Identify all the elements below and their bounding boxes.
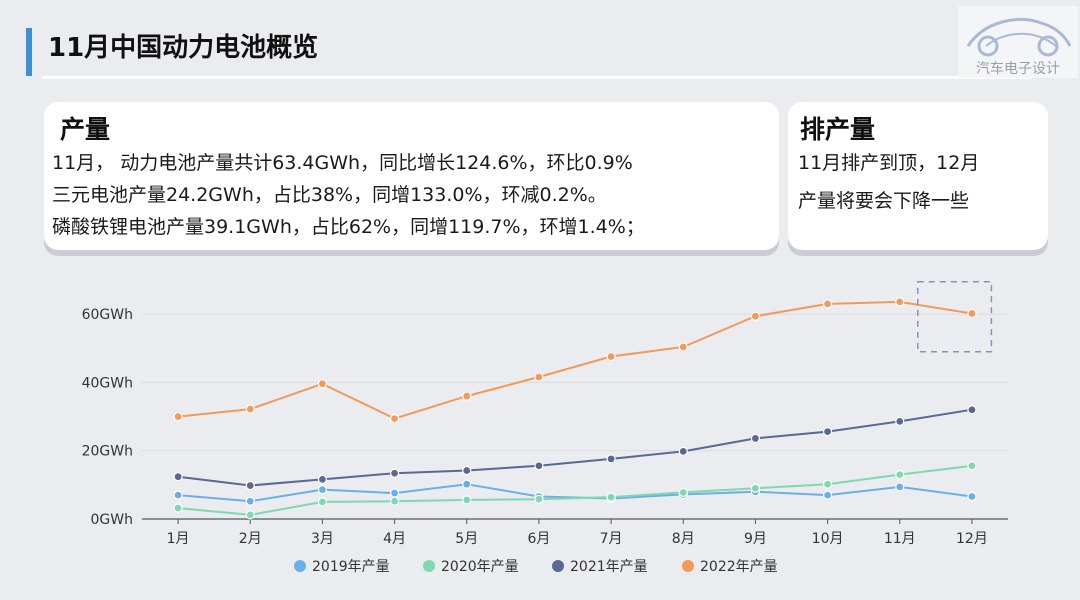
car-outline-icon [966, 17, 1072, 57]
data-point [173, 411, 183, 422]
data-point [606, 492, 616, 502]
x-tick-label: 11月 [884, 531, 916, 547]
x-tick-label: 5月 [455, 531, 478, 547]
production-heading: 产量 [60, 115, 111, 144]
title-accent-bar [26, 28, 32, 76]
data-point [750, 311, 761, 321]
data-point [462, 391, 472, 401]
x-tick-label: 4月 [383, 531, 406, 547]
x-tick-label: 10月 [812, 531, 844, 547]
data-point [462, 465, 472, 476]
data-point [967, 308, 977, 319]
data-point [534, 372, 544, 382]
data-point [317, 379, 328, 389]
y-tick-label: 40GWh [82, 375, 133, 391]
data-point [822, 299, 833, 309]
data-point [895, 416, 905, 426]
legend-marker [423, 560, 435, 572]
data-point [967, 461, 977, 471]
data-point [822, 479, 833, 489]
x-tick-label: 2月 [239, 531, 262, 547]
data-point [606, 351, 616, 362]
legend-marker [682, 560, 694, 572]
data-point [462, 479, 472, 489]
x-tick-label: 3月 [311, 531, 334, 547]
scheduling-line-2: 产量将要会下降一些 [798, 190, 970, 212]
data-point [895, 482, 905, 492]
x-tick-label: 9月 [744, 531, 767, 547]
production-card: 产量 11月， 动力电池产量共计63.4GWh，同比增长124.6%，环比0.9… [44, 102, 779, 250]
production-line-3: 磷酸铁锂电池产量39.1GWh，占比62%，同增119.7%，环增1.4%； [52, 216, 645, 238]
data-point [750, 433, 761, 444]
data-point [173, 503, 183, 513]
data-point [389, 488, 400, 498]
y-tick-label: 20GWh [82, 444, 133, 460]
data-point [967, 405, 977, 415]
x-tick-label: 6月 [527, 531, 550, 547]
scheduling-line-1: 11月排产到顶，12月 [798, 152, 980, 174]
x-tick-label: 7月 [600, 531, 623, 547]
series-line [178, 464, 973, 516]
data-point [534, 494, 544, 504]
data-point [245, 480, 255, 491]
data-point [967, 491, 977, 502]
x-tick-label: 12月 [956, 531, 988, 547]
page-title: 11月中国动力电池概览 [48, 33, 319, 63]
data-point [389, 414, 400, 424]
data-point [245, 496, 255, 506]
data-point [173, 490, 183, 500]
legend-marker [552, 560, 564, 572]
title-divider [42, 76, 1032, 79]
x-tick-label: 1月 [167, 531, 190, 547]
legend-marker [294, 560, 306, 572]
series-line [177, 300, 973, 420]
data-point [822, 426, 833, 437]
logo-text: 汽车电子设计 [976, 61, 1060, 77]
data-point [750, 483, 761, 493]
data-point [389, 496, 400, 506]
x-tick-label: 8月 [672, 531, 695, 547]
series-line [177, 408, 973, 487]
data-point [678, 342, 688, 352]
highlight-box [917, 280, 993, 353]
data-point [895, 297, 905, 307]
data-point [245, 510, 255, 520]
data-point [245, 404, 255, 414]
production-line-2: 三元电池产量24.2GWh，占比38%，同增133.0%，环减0.2%。 [52, 184, 607, 206]
data-point [822, 490, 833, 500]
legend-label: 2020年产量 [441, 559, 519, 575]
production-line-1: 11月， 动力电池产量共计63.4GWh，同比增长124.6%，环比0.9% [52, 152, 633, 174]
data-point [678, 446, 688, 456]
data-point [317, 474, 328, 484]
legend-label: 2021年产量 [570, 559, 648, 575]
data-point [462, 495, 472, 505]
scheduling-heading: 排产量 [800, 115, 876, 144]
data-point [317, 485, 328, 495]
data-point [678, 487, 688, 497]
y-tick-label: 60GWh [82, 307, 133, 323]
data-point [534, 461, 544, 471]
data-point [389, 468, 400, 478]
data-point [895, 470, 905, 480]
brand-logo: 汽车电子设计 [958, 6, 1078, 78]
data-point [173, 472, 183, 482]
data-point [317, 497, 328, 507]
legend-label: 2019年产量 [312, 559, 390, 575]
legend-label: 2022年产量 [700, 559, 778, 575]
y-tick-label: 0GWh [91, 512, 133, 528]
production-line-chart: 0GWh 20GWh 40GWh 60GWh 1月 2月 3月 4月 5月 6月 7月 8月 9月 10月… [82, 280, 1008, 575]
scheduling-card: 排产量 11月排产到顶，12月 产量将要会下降一些 [788, 102, 1048, 250]
data-point [606, 454, 616, 464]
